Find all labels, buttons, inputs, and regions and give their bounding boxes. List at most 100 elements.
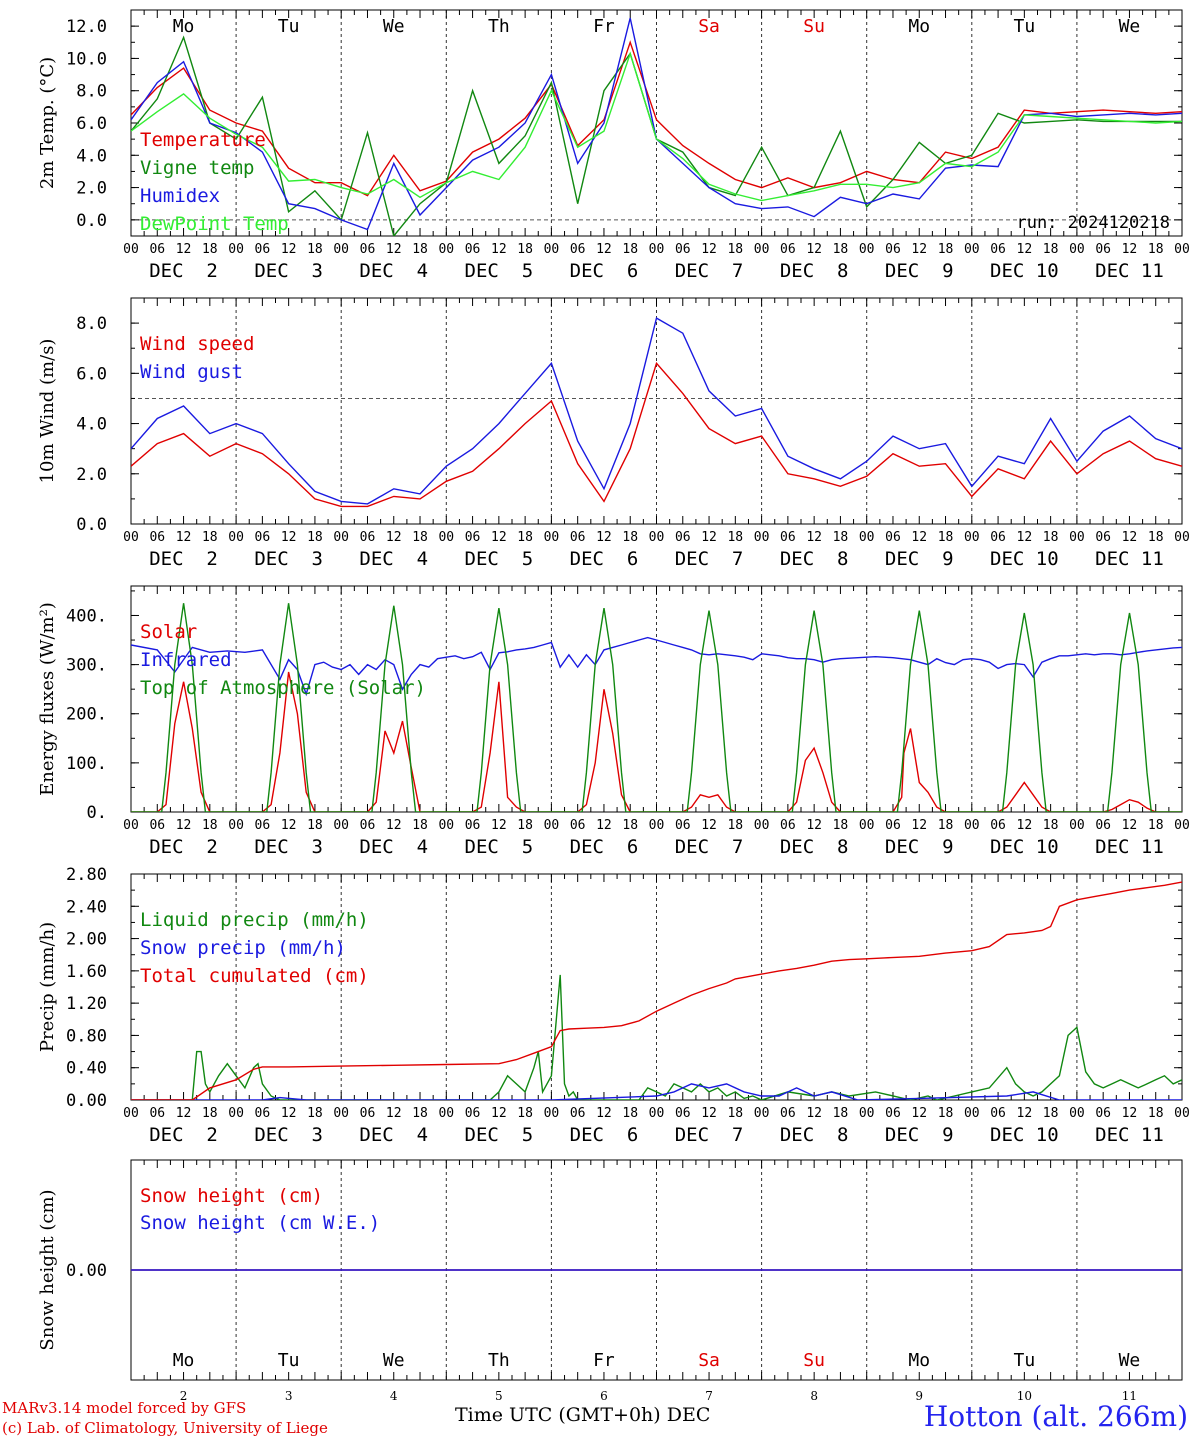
- hour-tick-label: 06: [255, 530, 271, 545]
- hour-tick-label: 12: [491, 1106, 507, 1121]
- date-label: DEC 8: [780, 836, 849, 858]
- hour-tick-label: 00: [1174, 242, 1190, 257]
- date-label: DEC 11: [1095, 836, 1164, 858]
- hour-tick-label: 06: [360, 242, 376, 257]
- hour-tick-label: 12: [386, 530, 402, 545]
- hour-tick-label: 18: [1148, 242, 1164, 257]
- day-of-week-label: We: [1119, 16, 1141, 37]
- hour-tick-label: 18: [202, 818, 218, 833]
- hour-tick-label: 18: [307, 530, 323, 545]
- date-label: DEC 2: [149, 260, 218, 282]
- hour-tick-label: 06: [570, 530, 586, 545]
- hour-tick-label: 18: [1043, 530, 1059, 545]
- hour-tick-label: 06: [570, 242, 586, 257]
- hour-tick-label: 00: [1069, 530, 1085, 545]
- day-number-label: 10: [1017, 1389, 1032, 1403]
- hour-tick-label: 00: [1174, 530, 1190, 545]
- hour-tick-label: 12: [596, 242, 612, 257]
- hour-tick-label: 06: [885, 242, 901, 257]
- hour-tick-label: 00: [228, 530, 244, 545]
- hour-tick-label: 00: [964, 818, 980, 833]
- y-tick-label: 0.0: [76, 515, 107, 535]
- hour-tick-label: 18: [202, 1106, 218, 1121]
- hour-tick-label: 06: [675, 818, 691, 833]
- date-label: DEC 8: [780, 260, 849, 282]
- day-of-week-label: Mo: [173, 16, 195, 37]
- y-tick-label: 8.0: [76, 82, 107, 102]
- series-line-top-of-atmosphere-solar-: [131, 603, 1182, 812]
- panel-5: 0.00 Snow height (cm) Snow height (cm) Snow…: [37, 1159, 1183, 1403]
- y-tick-label: 6.0: [76, 114, 107, 134]
- hour-tick-label: 06: [990, 818, 1006, 833]
- day-number-label: 8: [810, 1389, 818, 1403]
- hour-tick-label: 18: [938, 818, 954, 833]
- hour-tick-label: 18: [1043, 1106, 1059, 1121]
- date-label: DEC 11: [1095, 548, 1164, 570]
- y-tick-label: 10.0: [66, 49, 107, 69]
- hour-tick-label: 18: [833, 1106, 849, 1121]
- hour-tick-label: 06: [780, 1106, 796, 1121]
- day-number-label: 7: [705, 1389, 713, 1403]
- panel-3: 0. 100. 200. 300. 400. Energy fluxes (W/m²) So…: [37, 585, 1190, 858]
- hour-tick-label: 12: [806, 818, 822, 833]
- hour-tick-label: 18: [833, 242, 849, 257]
- date-label: DEC 6: [570, 1124, 639, 1146]
- hour-tick-label: 00: [438, 818, 454, 833]
- date-label: DEC 2: [149, 548, 218, 570]
- legend-entry: Snow height (cm W.E.): [140, 1212, 380, 1234]
- hour-tick-label: 12: [281, 242, 297, 257]
- hour-tick-label: 18: [517, 818, 533, 833]
- day-of-week-label: We: [383, 1350, 405, 1371]
- series-line-temperature: [131, 40, 1182, 197]
- hour-tick-label: 00: [964, 242, 980, 257]
- hour-tick-label: 06: [570, 1106, 586, 1121]
- hour-tick-label: 18: [412, 242, 428, 257]
- hour-tick-label: 00: [754, 818, 770, 833]
- hour-tick-label: 12: [806, 242, 822, 257]
- day-of-week-label: Sa: [698, 1350, 720, 1371]
- day-of-week-label: We: [1119, 1350, 1141, 1371]
- day-number-label: 4: [390, 1389, 398, 1403]
- hour-tick-label: 00: [1174, 818, 1190, 833]
- hour-tick-label: 06: [149, 818, 165, 833]
- day-number-label: 6: [600, 1389, 608, 1403]
- hour-tick-label: 18: [307, 818, 323, 833]
- day-number-label: 3: [285, 1389, 293, 1403]
- y-tick-label: 12.0: [66, 17, 107, 37]
- y-axis-label: Snow height (cm): [37, 1189, 58, 1350]
- hour-tick-label: 12: [701, 818, 717, 833]
- hour-tick-label: 06: [465, 818, 481, 833]
- date-label: DEC 5: [465, 1124, 534, 1146]
- day-of-week-label: Tu: [1014, 16, 1036, 37]
- hour-tick-label: 00: [1069, 818, 1085, 833]
- hour-tick-label: 12: [386, 818, 402, 833]
- hour-tick-label: 18: [412, 1106, 428, 1121]
- hour-tick-label: 00: [1069, 1106, 1085, 1121]
- y-tick-label: 0.00: [66, 1261, 107, 1281]
- hour-tick-label: 00: [123, 818, 139, 833]
- hour-tick-label: 00: [333, 242, 349, 257]
- day-number-label: 11: [1122, 1389, 1137, 1403]
- hour-tick-label: 00: [438, 242, 454, 257]
- hour-tick-label: 00: [754, 530, 770, 545]
- series-line-dewpoint-temp: [131, 51, 1182, 202]
- hour-tick-label: 12: [911, 242, 927, 257]
- hour-tick-label: 18: [1148, 530, 1164, 545]
- hour-tick-label: 06: [149, 1106, 165, 1121]
- hour-tick-label: 12: [491, 530, 507, 545]
- hour-tick-label: 00: [123, 530, 139, 545]
- hour-tick-label: 18: [202, 242, 218, 257]
- day-of-week-label: Th: [488, 16, 510, 37]
- hour-tick-label: 06: [360, 530, 376, 545]
- hour-tick-label: 00: [859, 242, 875, 257]
- day-of-week-label: Fr: [593, 1350, 615, 1371]
- panel-4: 0.00 0.40 0.80 1.20 1.60 2.00 2.40 2.80 Precip (…: [37, 865, 1190, 1146]
- y-tick-label: 1.20: [66, 994, 107, 1014]
- legend-entry: Snow height (cm): [140, 1185, 323, 1207]
- y-tick-label: 300.: [66, 656, 107, 676]
- hour-tick-label: 18: [517, 242, 533, 257]
- legend-entry: Solar: [140, 621, 197, 643]
- hour-tick-label: 06: [885, 530, 901, 545]
- legend-entry: Temperature: [140, 129, 266, 151]
- hour-tick-label: 06: [465, 530, 481, 545]
